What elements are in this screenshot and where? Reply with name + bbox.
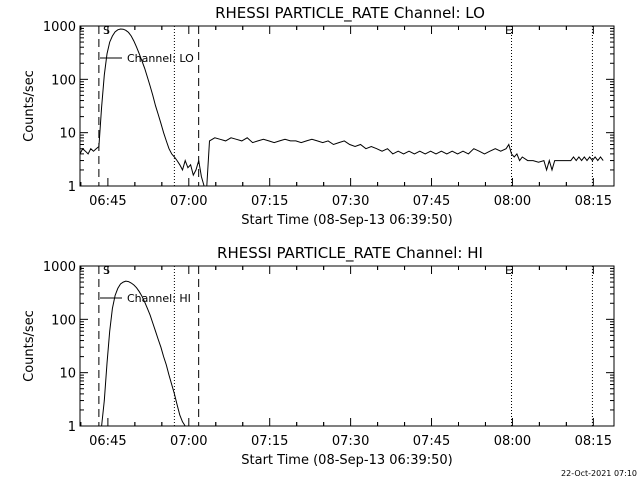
series-line-hi [101, 280, 186, 427]
x-tick-label: 08:15 [575, 434, 612, 449]
start-marker-label: S [103, 24, 110, 37]
plot-frame [79, 265, 615, 427]
x-tick-label: 07:45 [413, 194, 450, 209]
x-axis: 06:45 07:00 07:15 07:30 07:45 08:00 08:15 [80, 26, 612, 209]
y-tick-label: 100 [51, 73, 76, 88]
y-axis: 1 10 100 1000 [43, 260, 614, 435]
y-tick-label: 1000 [43, 20, 76, 35]
plot-frame [79, 25, 615, 187]
x-tick-label: 07:30 [332, 194, 369, 209]
y-tick-label: 100 [51, 313, 76, 328]
start-marker-label: S [103, 264, 110, 277]
end-marker-label: E [505, 264, 512, 277]
y-tick-label: 1000 [43, 260, 76, 275]
x-axis-label: Start Time (08-Sep-13 06:39:50) [241, 213, 452, 228]
legend: Channel: LO [100, 52, 194, 65]
x-tick-label: 08:00 [494, 434, 531, 449]
x-tick-label: 07:45 [413, 434, 450, 449]
x-tick-label: 07:15 [251, 194, 288, 209]
legend-label: Channel: HI [127, 292, 191, 305]
x-tick-label: 08:00 [494, 194, 531, 209]
x-tick-label: 08:15 [575, 194, 612, 209]
y-tick-label: 1 [68, 180, 76, 195]
event-lines [98, 26, 593, 186]
y-axis-label: Counts/sec [22, 70, 37, 142]
date-stamp: 22-Oct-2021 07:10 [561, 469, 637, 478]
chart-title: RHESSI PARTICLE_RATE Channel: HI [217, 244, 483, 263]
chart-title: RHESSI PARTICLE_RATE Channel: LO [215, 4, 485, 23]
y-tick-label: 10 [59, 127, 76, 142]
chart-panel-lo: RHESSI PARTICLE_RATE Channel: LO 1101001… [22, 4, 615, 228]
legend-label: Channel: LO [127, 52, 194, 65]
chart-panel-hi: RHESSI PARTICLE_RATE Channel: HI 1101001… [22, 244, 615, 468]
x-tick-label: 07:00 [170, 194, 207, 209]
legend: Channel: HI [100, 292, 191, 305]
end-marker-label: E [505, 24, 512, 37]
y-axis: 1 10 100 1000 [43, 20, 614, 195]
x-axis-label: Start Time (08-Sep-13 06:39:50) [241, 453, 452, 468]
x-tick-label: 07:15 [251, 434, 288, 449]
x-axis: 06:45 07:00 07:15 07:30 07:45 08:00 08:15 [80, 266, 612, 449]
y-axis-label: Counts/sec [22, 310, 37, 382]
x-tick-label: 06:45 [89, 434, 126, 449]
x-tick-label: 06:45 [89, 194, 126, 209]
series-line-lo [79, 28, 604, 187]
x-tick-label: 07:00 [170, 434, 207, 449]
event-lines [98, 266, 593, 426]
y-tick-label: 1 [68, 420, 76, 435]
y-tick-label: 10 [59, 367, 76, 382]
x-tick-label: 07:30 [332, 434, 369, 449]
